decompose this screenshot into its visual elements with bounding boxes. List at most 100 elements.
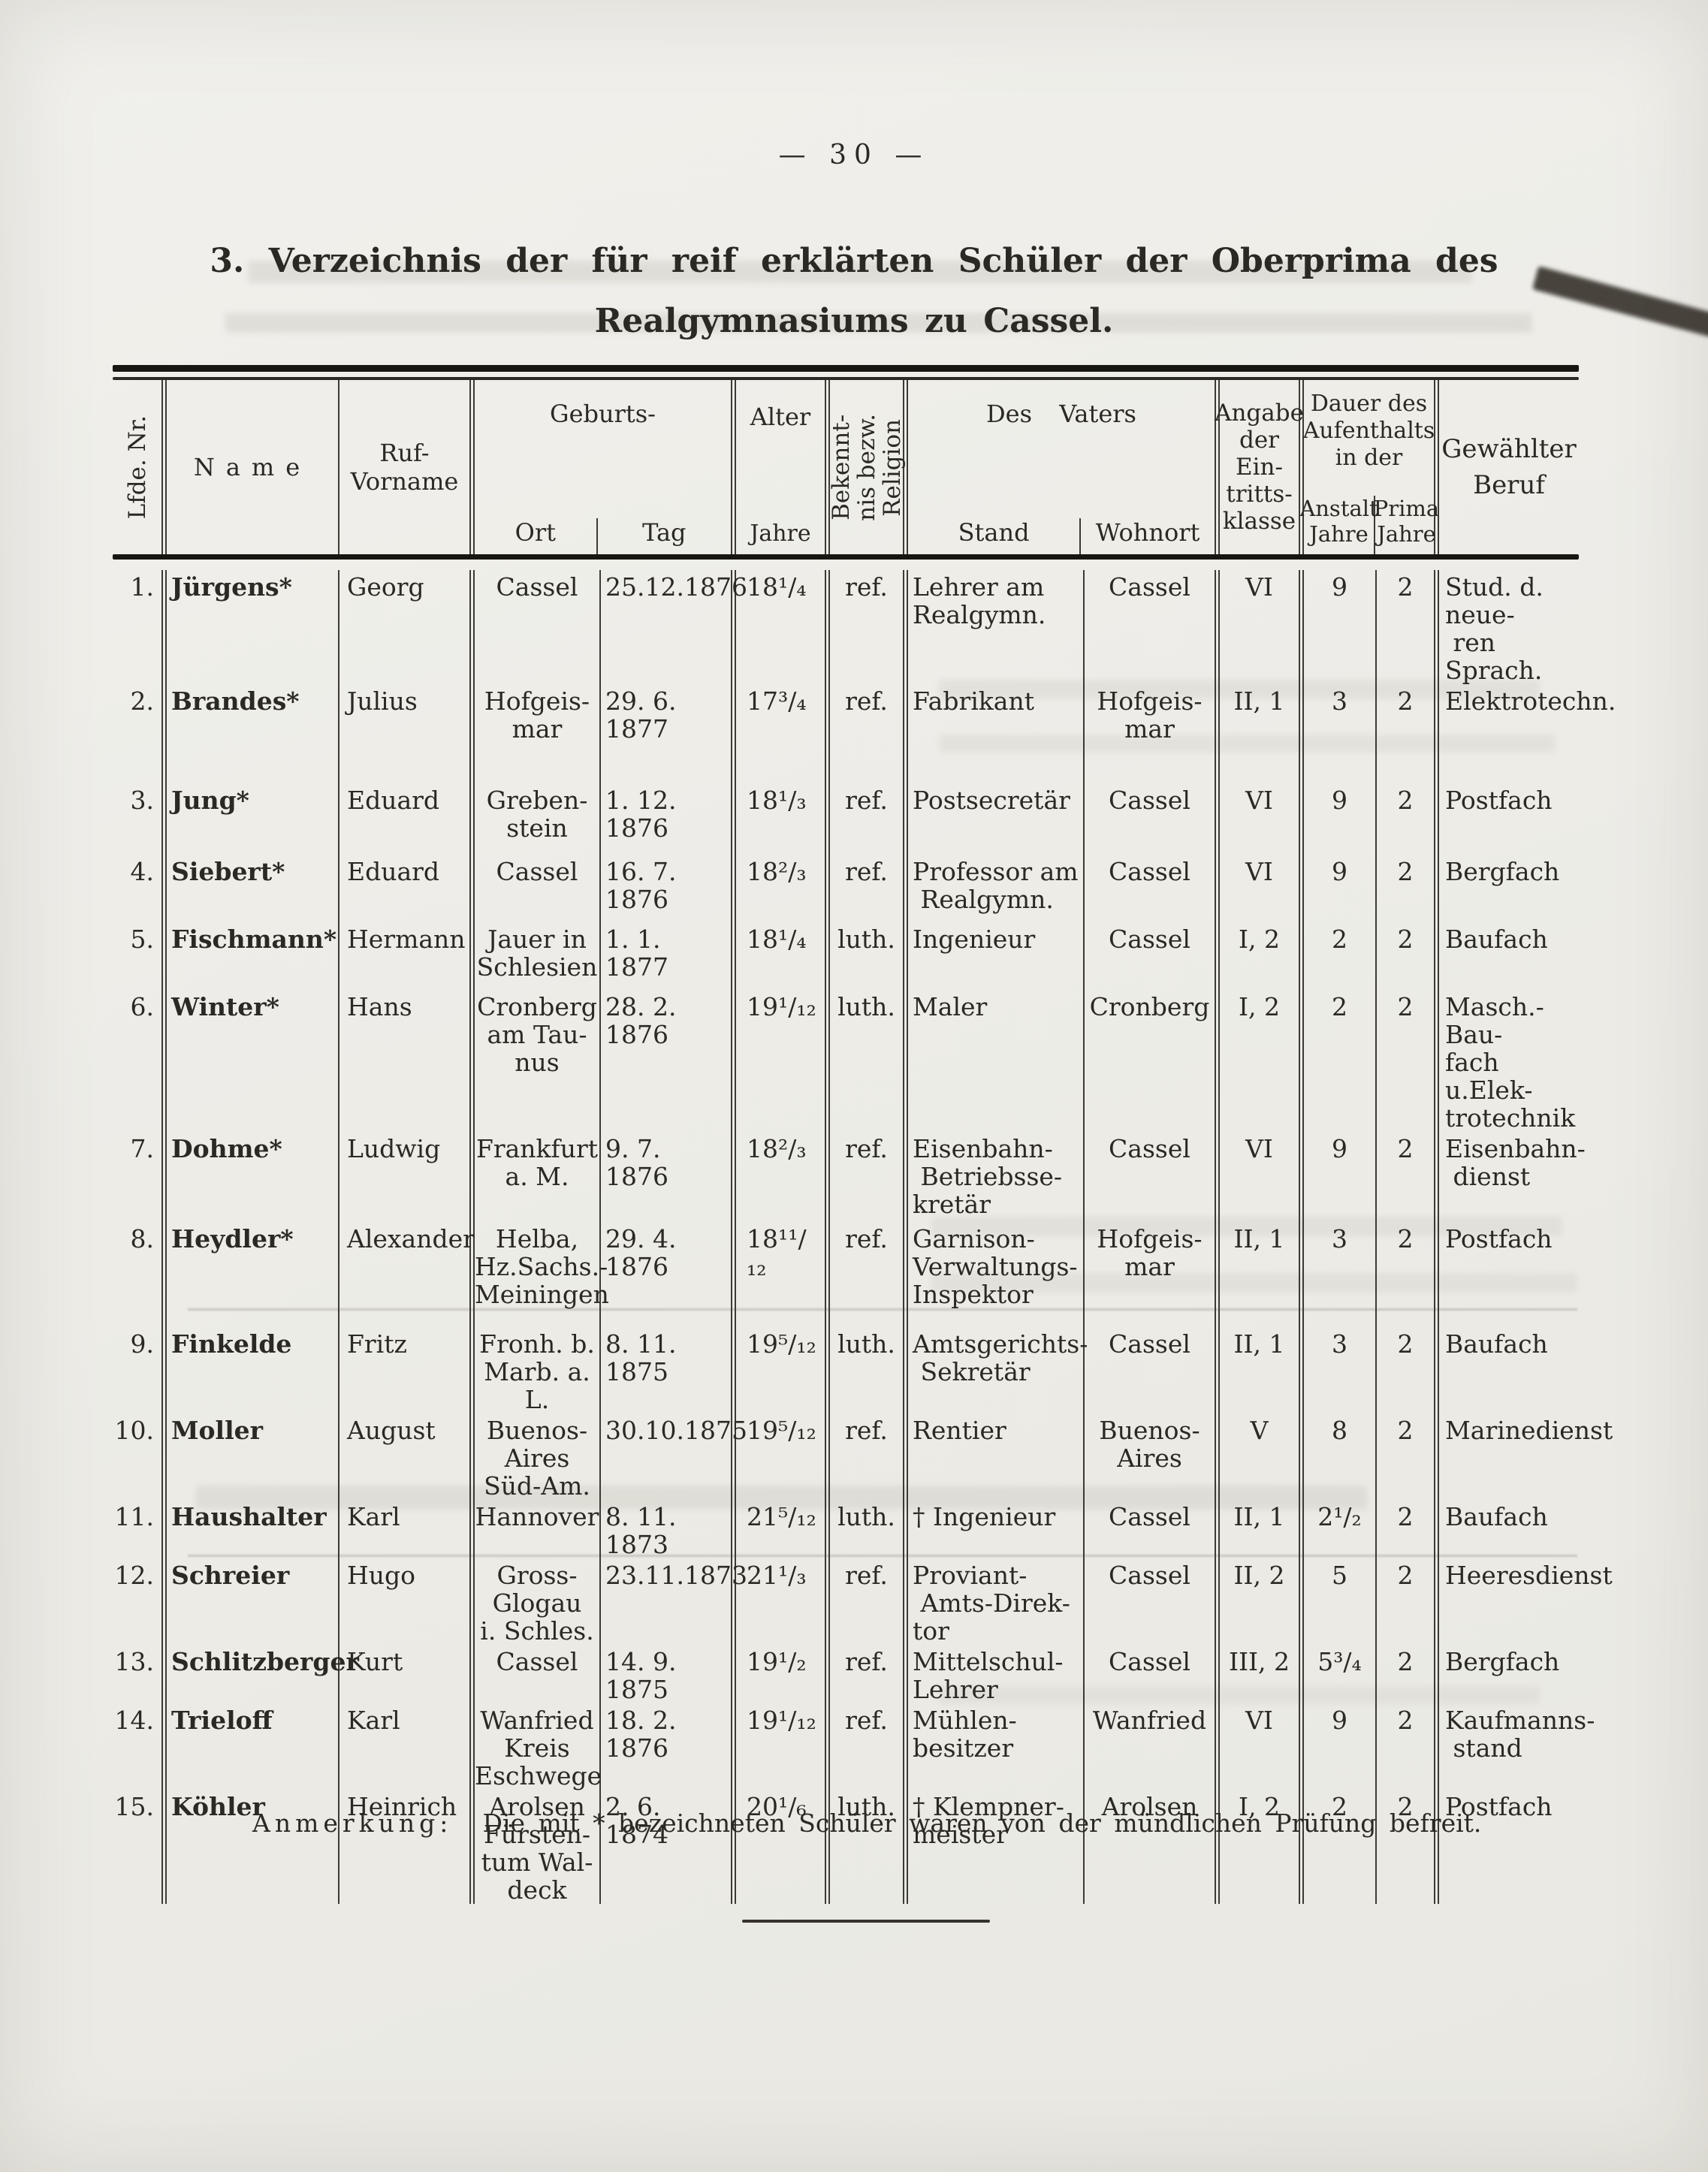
cell-name: Jürgens* [167,570,339,684]
cell-eintrittsklasse: VI [1220,855,1304,922]
cell-geburtsort: Fronh. b. Marb. a. L. [475,1327,601,1413]
cell-beruf: Kaufmanns- stand [1445,1706,1595,1763]
cell-geburtstag: 29. 6. 1877 [601,684,736,783]
cell-vater-stand: Proviant- Amts-Direk- tor [908,1558,1085,1645]
cell-religion: ref. [830,1703,908,1790]
scan-artifact [188,1555,1577,1557]
cell-geburtstag: 8. 11. 1875 [601,1327,736,1413]
cell-wohnort: Cassel [1085,1132,1220,1222]
cell-religion: luth. [830,1500,908,1558]
cell-alter: 20¹/₆ [736,1790,830,1904]
cell-prima-jahre: 2 [1377,855,1439,922]
cell-anstalt-jahre: 2¹/₂ [1304,1500,1377,1558]
cell-eintrittsklasse: V [1220,1413,1304,1500]
cell-anstalt-jahre: 2 [1304,922,1377,990]
cell-beruf: Baufach [1445,925,1548,954]
cell-anstalt-jahre: 2 [1304,1790,1377,1904]
cell-prima-jahre: 2 [1377,990,1439,1132]
cell-geburtstag: 29. 4. 1876 [601,1222,736,1327]
cell-prima-jahre: 2 [1377,684,1439,783]
cell-religion: ref. [830,1413,908,1500]
cell-nr: 12. [113,1558,167,1645]
cell-religion: luth. [830,990,908,1132]
table-body: 1. Jürgens* Georg Cassel 25.12.1876 18¹/… [113,560,1616,1904]
cell-nr: 6. [113,990,167,1132]
scan-artifact [195,1486,1367,1510]
cell-nr: 9. [113,1327,167,1413]
cell-geburtsort: Greben- stein [475,783,601,855]
student-register-table: Lfde. Nr. Name Ruf- Vorname Geburts- Ort… [113,365,1616,1904]
table-row: 13. Schlitzberger Kurt Cassel 14. 9. 187… [113,1645,1579,1703]
scan-artifact [188,1308,1577,1311]
cell-religion: ref. [830,1558,908,1645]
cell-eintrittsklasse: II, 1 [1220,684,1304,783]
footnote-text: Die mit * bezeichneten Schüler waren von… [482,1808,1482,1838]
footnote-label: Anmerkung: [252,1808,453,1838]
cell-geburtsort: Helba, Hz.Sachs.- Meiningen [475,1222,609,1327]
cell-vorname: Hugo [339,1558,475,1645]
cell-nr: 5. [113,922,167,990]
cell-religion: ref. [830,1222,908,1327]
cell-eintrittsklasse: VI [1220,1703,1304,1790]
cell-beruf: Marinedienst [1445,1416,1613,1445]
cell-religion: luth. [830,1790,908,1904]
cell-prima-jahre: 2 [1377,783,1439,855]
cell-eintrittsklasse: I, 2 [1220,1790,1304,1904]
cell-vorname: Eduard [339,855,475,922]
cell-beruf: Masch.-Bau- fach u.Elek- trotechnik [1445,992,1576,1133]
column-header-vaters-group: Des Vaters Stand Wohnort [908,380,1220,554]
cell-eintrittsklasse: II, 1 [1220,1222,1304,1327]
cell-eintrittsklasse: VI [1220,783,1304,855]
cell-alter: 18¹¹/₁₂ [736,1222,830,1327]
cell-vater-stand: Mittelschul- Lehrer [908,1645,1085,1703]
cell-wohnort: Cassel [1085,1558,1220,1645]
cell-geburtsort: Jauer in Schlesien [475,922,601,990]
cell-geburtsort: Wanfried Kreis Eschwege [475,1703,602,1790]
cell-alter: 18²/₃ [736,1132,830,1222]
cell-nr: 1. [113,570,167,684]
cell-vorname: Hermann [339,922,475,990]
cell-geburtstag: 14. 9. 1875 [601,1645,736,1703]
cell-anstalt-jahre: 9 [1304,1132,1377,1222]
cell-name: Moller [167,1413,339,1500]
table-row: 9. Finkelde Fritz Fronh. b. Marb. a. L. … [113,1327,1579,1413]
cell-geburtsort: Hofgeis- mar [475,684,601,783]
cell-vater-stand: † Ingenieur [908,1500,1085,1558]
scan-artifact [939,735,1555,753]
page-number: — 30 — [778,140,930,170]
cell-religion: ref. [830,684,908,783]
table-row: 15. Köhler Heinrich Arolsen Fürsten- tum… [113,1790,1579,1904]
cell-geburtstag: 25.12.1876 [601,570,747,684]
cell-religion: ref. [830,855,908,922]
cell-beruf: Postfach [1445,786,1553,815]
alter-label: Alter [750,403,811,431]
column-header-beruf: Gewählter Beruf [1441,434,1577,500]
cell-beruf: Postfach [1445,1792,1553,1821]
cell-wohnort: Cassel [1085,1500,1220,1558]
cell-geburtstag: 30.10.1875 [601,1413,747,1500]
cell-religion: ref. [830,783,908,855]
cell-vorname: Hans [339,990,475,1132]
cell-vater-stand: Postsecretär [908,783,1085,855]
cell-anstalt-jahre: 9 [1304,855,1377,922]
cell-name: Winter* [167,990,339,1132]
cell-religion: luth. [830,922,908,990]
cell-vorname: Karl [339,1703,475,1790]
cell-alter: 18¹/₃ [736,783,830,855]
cell-religion: luth. [830,1327,908,1413]
cell-wohnort: Cassel [1085,922,1220,990]
table-row: 12. Schreier Hugo Gross- Glogau i. Schle… [113,1558,1613,1645]
column-header-nr: Lfde. Nr. [113,380,167,554]
cell-vorname: Ludwig [339,1132,475,1222]
cell-geburtsort: Cassel [475,855,601,922]
cell-anstalt-jahre: 9 [1304,783,1377,855]
table-row: 5. Fischmann* Hermann Jauer in Schlesien… [113,922,1579,990]
cell-geburtsort: Hannover [475,1500,601,1558]
cell-anstalt-jahre: 3 [1304,684,1377,783]
cell-religion: ref. [830,1645,908,1703]
cell-anstalt-jahre: 3 [1304,1327,1377,1413]
section-end-rule [742,1920,990,1923]
cell-nr: 10. [113,1413,167,1500]
table-row: 14. Trieloff Karl Wanfried Kreis Eschweg… [113,1703,1595,1790]
